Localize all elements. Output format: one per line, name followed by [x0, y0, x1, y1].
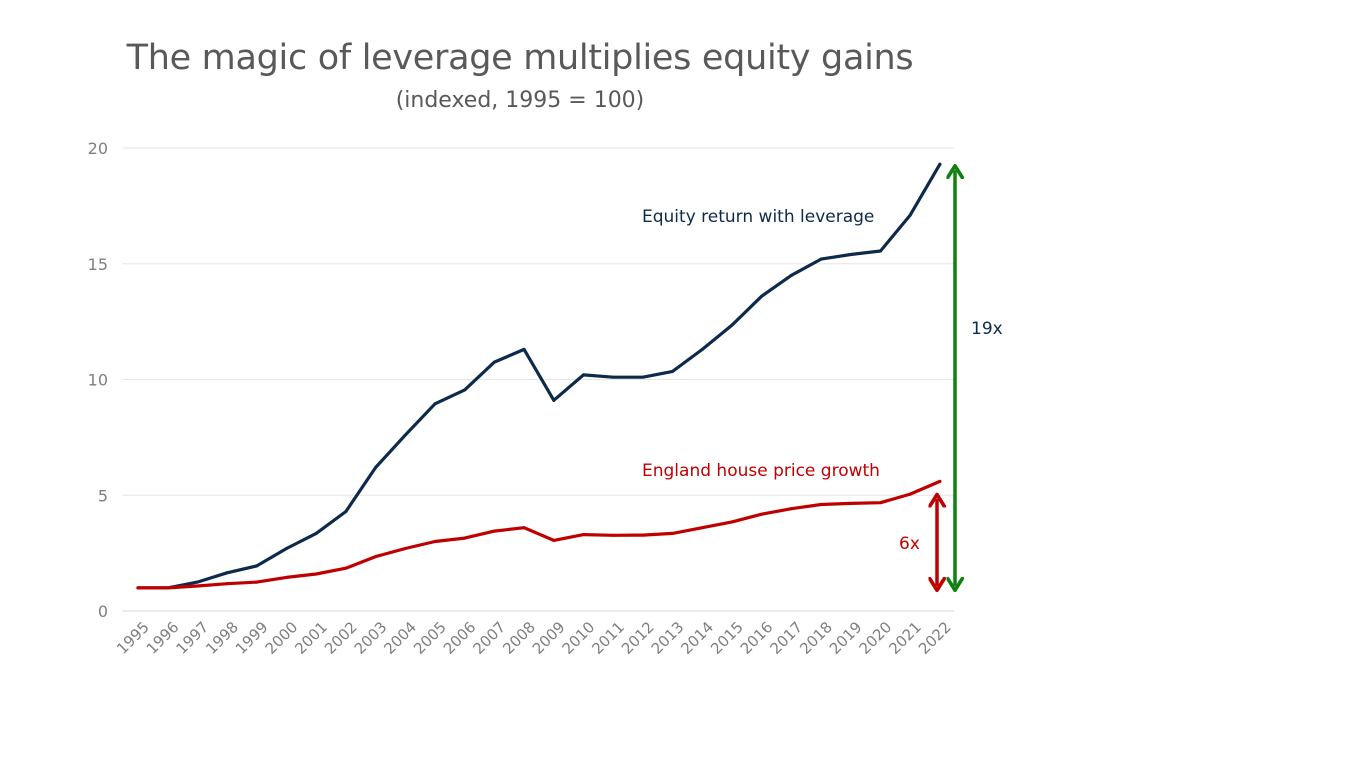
- x-tick-label: 2012: [618, 618, 658, 658]
- multiplier-label-19x: 19x: [971, 319, 1003, 339]
- data-point: [730, 520, 734, 524]
- data-point: [582, 373, 585, 377]
- data-point: [374, 465, 378, 469]
- data-point: [255, 580, 259, 584]
- x-tick-label: 2009: [529, 618, 569, 658]
- x-tick-label: 1996: [143, 618, 183, 658]
- data-point: [344, 509, 348, 513]
- data-point: [611, 375, 615, 379]
- data-point: [492, 360, 496, 364]
- x-tick-label: 2017: [766, 618, 806, 658]
- series-label-equity-leverage: Equity return with leverage: [642, 207, 874, 227]
- data-point: [285, 575, 288, 579]
- data-point: [195, 584, 199, 588]
- data-point: [938, 479, 942, 483]
- data-point: [552, 398, 556, 402]
- x-tick-label: 2002: [321, 618, 361, 658]
- y-tick-label: 15: [88, 255, 108, 274]
- x-tick-label: 1999: [232, 618, 272, 658]
- x-tick-label: 2006: [440, 618, 480, 658]
- data-point: [908, 213, 912, 217]
- data-point: [314, 572, 318, 576]
- data-point: [433, 540, 437, 544]
- data-point: [522, 347, 526, 351]
- data-point: [285, 546, 288, 550]
- data-point: [344, 566, 348, 570]
- x-tick-label: 2008: [499, 618, 539, 658]
- data-point: [552, 538, 556, 542]
- y-tick-label: 20: [88, 139, 108, 158]
- x-tick-label: 2014: [677, 618, 717, 658]
- data-point: [730, 323, 734, 327]
- data-point: [671, 369, 675, 373]
- x-tick-label: 1995: [113, 618, 153, 658]
- data-point: [819, 503, 823, 507]
- data-point: [849, 252, 853, 256]
- data-point: [641, 375, 645, 379]
- chart-subtitle: (indexed, 1995 = 100): [395, 88, 645, 113]
- data-point: [492, 529, 496, 533]
- x-tick-label: 2007: [469, 618, 509, 658]
- x-tick-label: 2021: [885, 618, 925, 658]
- x-tick-label: 2022: [915, 618, 955, 658]
- y-tick-label: 5: [98, 486, 108, 505]
- data-point: [700, 526, 704, 530]
- data-point: [760, 294, 764, 298]
- data-point: [225, 571, 229, 575]
- data-point: [225, 582, 229, 586]
- x-tick-label: 2018: [796, 618, 836, 658]
- data-point: [136, 586, 140, 590]
- data-point: [582, 533, 585, 537]
- data-point: [938, 162, 942, 166]
- data-point: [255, 564, 259, 568]
- series-line-equity-leverage: [136, 162, 942, 590]
- x-tick-label: 2004: [380, 618, 420, 658]
- data-point: [908, 492, 912, 496]
- x-tick-label: 2011: [588, 618, 628, 658]
- y-tick-label: 0: [98, 602, 108, 621]
- x-tick-label: 2001: [291, 618, 331, 658]
- x-tick-label: 2003: [351, 618, 391, 658]
- data-point: [819, 257, 823, 261]
- data-point: [433, 402, 437, 406]
- data-point: [463, 536, 467, 540]
- data-point: [641, 533, 645, 537]
- data-point: [789, 507, 793, 511]
- x-tick-label: 2013: [648, 618, 688, 658]
- x-tick-label: 2000: [262, 618, 302, 658]
- data-point: [463, 388, 467, 392]
- x-tick-label: 2019: [826, 618, 866, 658]
- data-point: [789, 273, 793, 277]
- data-point: [879, 501, 882, 505]
- data-point: [314, 531, 318, 535]
- x-tick-label: 2005: [410, 618, 450, 658]
- series-label-house-price: England house price growth: [642, 461, 880, 481]
- data-point: [166, 586, 170, 590]
- data-point: [403, 433, 407, 437]
- data-point: [195, 580, 199, 584]
- chart-title: The magic of leverage multiplies equity …: [126, 38, 914, 78]
- y-tick-label: 10: [88, 371, 108, 390]
- data-point: [760, 512, 764, 516]
- multiplier-label-6x: 6x: [899, 534, 920, 554]
- data-point: [879, 249, 882, 253]
- data-point: [700, 347, 704, 351]
- data-point: [403, 546, 407, 550]
- data-point: [611, 533, 615, 537]
- series-line-house-price: [136, 479, 942, 590]
- data-point: [849, 501, 853, 505]
- data-point: [522, 526, 526, 530]
- x-tick-label: 2015: [707, 618, 747, 658]
- x-tick-label: 1998: [202, 618, 242, 658]
- data-point: [671, 531, 675, 535]
- x-tick-label: 1997: [172, 618, 212, 658]
- data-point: [374, 555, 378, 559]
- x-tick-label: 2010: [559, 618, 599, 658]
- x-tick-label: 2020: [856, 618, 896, 658]
- x-tick-label: 2016: [737, 618, 777, 658]
